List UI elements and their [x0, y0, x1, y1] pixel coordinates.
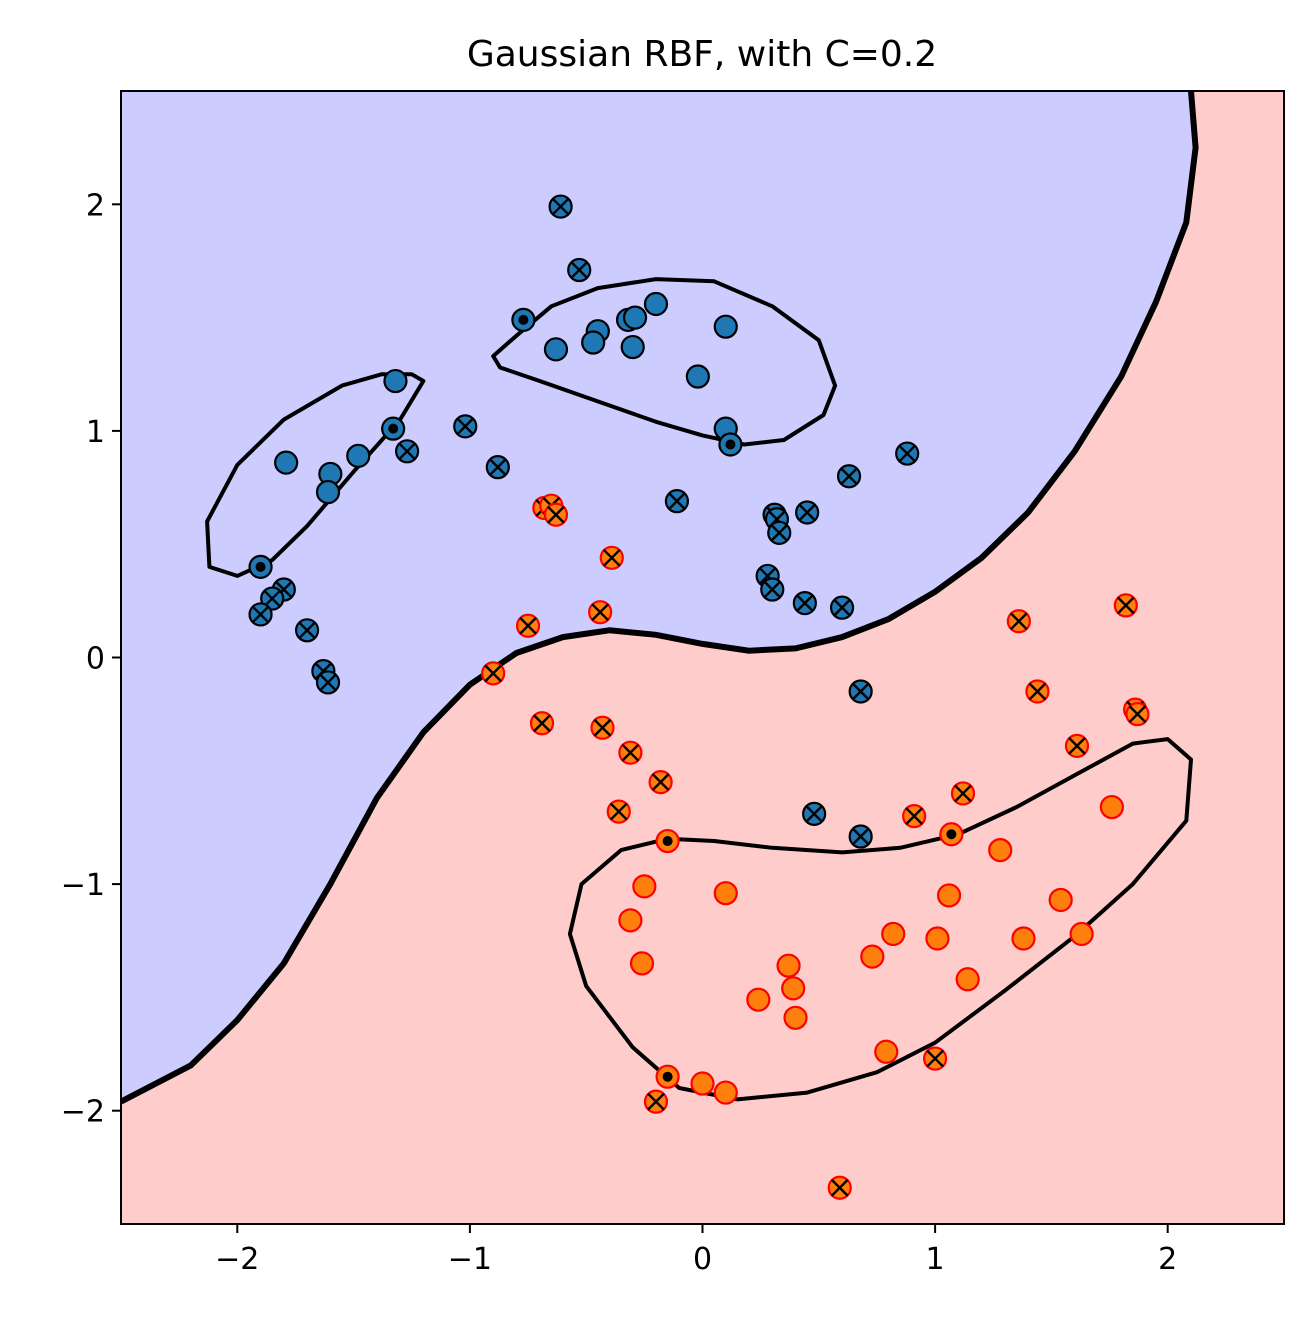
class-a-point — [713, 314, 738, 339]
class-a-point — [760, 577, 785, 602]
class-a-point — [895, 441, 920, 466]
class-a-point — [453, 414, 478, 439]
class-a-point — [383, 368, 408, 394]
class-a-point — [836, 464, 862, 489]
y-axis: −2 −1 0 1 2 — [61, 188, 121, 1130]
class-b-point — [648, 770, 673, 795]
x-tick-label: 1 — [926, 1242, 945, 1277]
class-b-point — [955, 967, 980, 992]
x-tick-label: 0 — [693, 1242, 712, 1277]
x-axis: −2 −1 0 1 2 — [215, 1224, 1177, 1277]
x-tick-label: 2 — [1158, 1242, 1177, 1277]
decision-boundary — [121, 91, 1199, 1105]
class-b-point — [1006, 609, 1031, 634]
class-b-point — [543, 502, 569, 527]
class-b-point — [1048, 887, 1073, 913]
class-b-point — [713, 1080, 738, 1105]
y-tick-label: 1 — [86, 415, 105, 450]
class-b-point — [690, 1071, 715, 1096]
class-b-point — [599, 545, 624, 570]
plot-area — [121, 91, 1284, 1224]
class-a-point — [548, 194, 573, 219]
class-b-point — [746, 987, 771, 1012]
class-a-point — [848, 679, 873, 704]
class-b-point — [776, 953, 801, 978]
class-b-point — [925, 926, 950, 951]
class-b-point — [950, 781, 976, 806]
class-b-point — [618, 908, 643, 933]
data-points — [248, 194, 1150, 1200]
class-b-point — [606, 799, 631, 824]
class-b-point — [529, 711, 555, 736]
class-b-point — [481, 661, 506, 686]
class-b-point — [655, 828, 680, 854]
class-a-point — [381, 416, 406, 441]
class-a-point — [664, 489, 690, 514]
class-b-point — [515, 613, 541, 638]
class-b-point — [902, 804, 927, 829]
class-a-point — [315, 479, 341, 505]
class-a-point — [802, 801, 827, 826]
class-a-point — [718, 432, 743, 457]
class-a-point — [248, 554, 273, 579]
class-b-point — [1099, 794, 1124, 820]
class-a-point — [829, 595, 855, 620]
class-a-point — [248, 602, 273, 627]
y-tick-label: 0 — [86, 642, 105, 677]
class-a-point — [485, 455, 510, 480]
y-tick-label: 2 — [86, 188, 105, 223]
class-b-point — [629, 951, 655, 976]
class-b-point — [827, 1175, 852, 1200]
class-a-point — [394, 439, 420, 464]
class-b-point — [1025, 679, 1050, 704]
class-a-point — [511, 307, 536, 332]
class-a-point — [795, 500, 820, 525]
class-b-point — [588, 600, 613, 625]
class-b-point — [874, 1039, 899, 1064]
class-b-point — [1011, 926, 1036, 951]
y-tick-label: −2 — [61, 1095, 105, 1130]
class-a-point — [767, 520, 792, 545]
class-b-point — [1125, 702, 1150, 727]
margin-contour — [491, 277, 838, 447]
class-b-point — [860, 944, 885, 969]
class-b-point — [643, 1089, 669, 1114]
class-a-point — [622, 305, 648, 330]
class-a-point — [792, 591, 817, 616]
class-b-point — [1064, 733, 1090, 758]
class-b-point — [590, 715, 615, 740]
class-a-point — [315, 670, 341, 695]
class-a-point — [346, 443, 371, 468]
class-a-region — [121, 91, 1284, 1102]
class-a-point — [643, 291, 669, 317]
class-a-point — [848, 824, 873, 849]
class-a-point — [274, 450, 299, 475]
class-b-point — [939, 822, 964, 847]
class-b-point — [1069, 921, 1094, 947]
chart-title: Gaussian RBF, with C=0.2 — [467, 34, 937, 75]
x-tick-label: −2 — [215, 1242, 259, 1277]
class-b-point — [632, 874, 657, 899]
class-b-point — [881, 921, 906, 947]
class-b-point — [618, 740, 643, 765]
class-a-point — [567, 257, 592, 283]
y-tick-label: −1 — [61, 868, 105, 903]
class-a-point — [543, 337, 569, 362]
class-a-point — [685, 364, 710, 389]
class-a-point — [581, 330, 606, 355]
class-b-point — [936, 883, 962, 908]
class-b-point — [783, 1005, 808, 1030]
class-b-point — [713, 881, 738, 906]
margin-contour — [567, 737, 1193, 1102]
class-a-point — [620, 334, 645, 360]
class-b-point — [655, 1064, 680, 1089]
class-b-point — [781, 976, 806, 1001]
class-a-point — [294, 618, 320, 643]
class-b-point — [1113, 593, 1138, 618]
x-tick-label: −1 — [448, 1242, 492, 1277]
class-b-point — [988, 838, 1013, 863]
class-b-point — [922, 1046, 948, 1071]
